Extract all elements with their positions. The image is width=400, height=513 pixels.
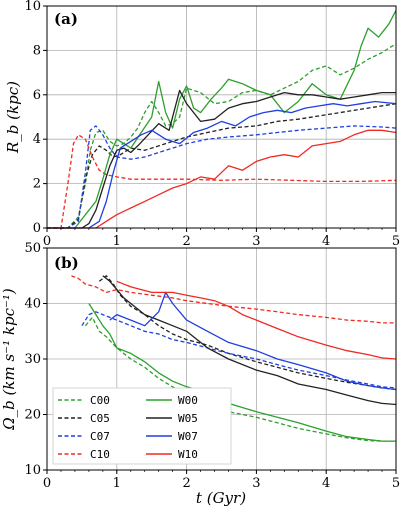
panel-a-x-ticks: 0 1 2 3 4 5 — [43, 228, 400, 249]
panel-a-ytick-label-10: 10 — [24, 0, 41, 14]
panel-a-series-W10 — [47, 129, 397, 229]
panel-b-xtick-label-5: 5 — [392, 476, 400, 491]
panel-a-xtick-label-3: 3 — [252, 234, 260, 249]
panel-a-ytick-label-0: 0 — [33, 221, 41, 236]
panel-a-ytick-label-6: 6 — [33, 88, 41, 103]
panel-a-xtick-label-5: 5 — [392, 234, 400, 249]
panel-a-series-W05 — [47, 89, 396, 229]
legend-label-C07: C07 — [90, 430, 110, 443]
panel-b-series-C10 — [71, 275, 396, 324]
legend-box — [52, 387, 232, 465]
panel-b-series-W10 — [116, 280, 397, 360]
panel-a-frame — [46, 5, 397, 229]
panel-a-series-W07 — [47, 100, 397, 229]
panel-a-ytick-label-8: 8 — [33, 43, 41, 58]
panel-a-y-axis-label: R_b (kpc) — [4, 81, 22, 154]
x-axis-label: t (Gyr) — [196, 489, 246, 507]
panel-b-series-C07 — [81, 311, 397, 389]
panel-a-xtick-label-0: 0 — [43, 234, 51, 249]
panel-b-ytick-label-10: 10 — [24, 463, 41, 478]
panel-a-xtick-label-2: 2 — [182, 234, 190, 249]
legend-label-W10: W10 — [178, 448, 198, 461]
panel-a: 0 1 2 3 4 5 0 2 4 6 8 10 (a) R_b (kpc) — [4, 0, 400, 249]
panel-b-series-W05 — [102, 275, 397, 406]
legend-label-C00: C00 — [90, 394, 110, 407]
panel-a-series-C07 — [47, 125, 397, 229]
legend-label-W00: W00 — [178, 394, 198, 407]
panel-b: 0 1 2 3 4 5 10 20 30 40 50 (b) Ω_b (km s⁻¹ kpc⁻¹)… — [0, 241, 400, 507]
panel-b-y-axis-label: Ω_b (km s⁻¹ kpc⁻¹) — [0, 288, 18, 431]
panel-b-y-ticks: 10 20 30 40 50 — [24, 241, 47, 478]
panel-b-xtick-label-2: 2 — [182, 476, 190, 491]
legend-items: C00 C05 C07 C10 W00 W05 W07 W10 — [58, 394, 198, 461]
panel-a-ytick-label-4: 4 — [33, 132, 41, 147]
panel-a-label: (a) — [54, 10, 78, 28]
legend-label-W05: W05 — [178, 412, 198, 425]
panel-b-ytick-label-20: 20 — [24, 408, 41, 423]
panel-b-ytick-label-30: 30 — [24, 352, 41, 367]
panel-b-series-W07 — [109, 291, 397, 391]
panel-b-ytick-label-50: 50 — [24, 241, 41, 256]
panel-a-series-W00 — [47, 10, 397, 229]
panel-b-series-C05 — [98, 275, 397, 391]
panel-a-series — [47, 10, 397, 229]
panel-b-ytick-label-40: 40 — [24, 297, 41, 312]
panel-b-xtick-label-3: 3 — [252, 476, 260, 491]
panel-b-label: (b) — [54, 254, 79, 272]
panel-a-xtick-label-1: 1 — [113, 234, 121, 249]
panel-a-grid — [46, 5, 397, 229]
panel-a-series-C10 — [47, 134, 397, 229]
panel-a-y-ticks: 0 2 4 6 8 10 — [24, 0, 47, 236]
legend-label-C05: C05 — [90, 412, 110, 425]
panel-b-xtick-label-4: 4 — [322, 476, 330, 491]
legend-label-W07: W07 — [178, 430, 198, 443]
panel-b-xtick-label-0: 0 — [43, 476, 51, 491]
panel-a-series-C05 — [47, 103, 397, 229]
panel-a-xtick-label-4: 4 — [322, 234, 330, 249]
panel-b-x-ticks: 0 1 2 3 4 5 — [43, 470, 400, 491]
legend-label-C10: C10 — [90, 448, 110, 461]
panel-b-xtick-label-1: 1 — [113, 476, 121, 491]
panel-a-ytick-label-2: 2 — [33, 177, 41, 192]
legend: C00 C05 C07 C10 W00 W05 W07 W10 — [52, 387, 232, 465]
